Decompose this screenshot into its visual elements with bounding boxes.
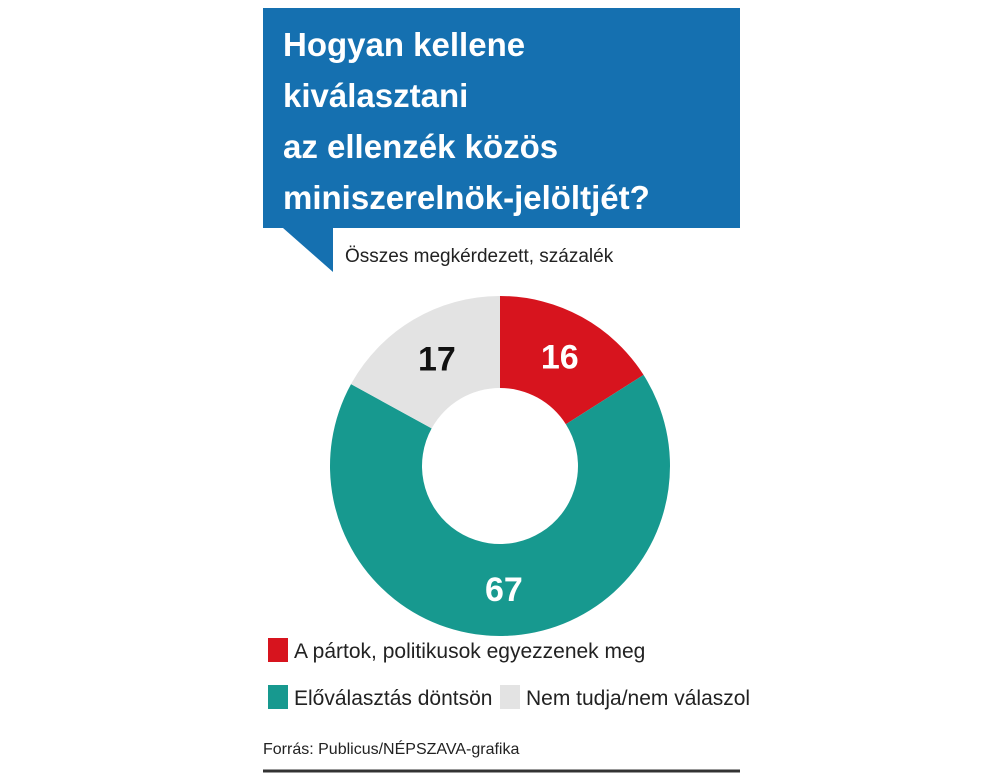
legend-label: Előválasztás döntsön	[294, 687, 492, 710]
source: Forrás: Publicus/NÉPSZAVA-grafika	[263, 739, 519, 758]
donut-slice	[500, 296, 644, 425]
chart-title: az ellenzék közös	[283, 128, 558, 165]
donut-slice	[330, 374, 670, 636]
data-label: 16	[541, 338, 579, 376]
data-label: 67	[485, 571, 523, 609]
chart-title: Hogyan kellene	[283, 26, 525, 63]
title-tail	[283, 228, 333, 272]
subtitle: Összes megkérdezett, százalék	[345, 246, 614, 267]
chart-title: kiválasztani	[283, 77, 468, 114]
legend-swatch	[500, 685, 520, 709]
legend-swatch	[268, 638, 288, 662]
legend-label: Nem tudja/nem válaszol	[526, 687, 750, 710]
data-label: 17	[418, 340, 456, 378]
title-box	[263, 8, 740, 228]
chart-title: miniszerelnök-jelöltjét?	[283, 179, 650, 216]
legend-label: A pártok, politikusok egyezzenek meg	[294, 640, 645, 663]
legend-swatch	[268, 685, 288, 709]
donut-slice	[351, 296, 500, 429]
